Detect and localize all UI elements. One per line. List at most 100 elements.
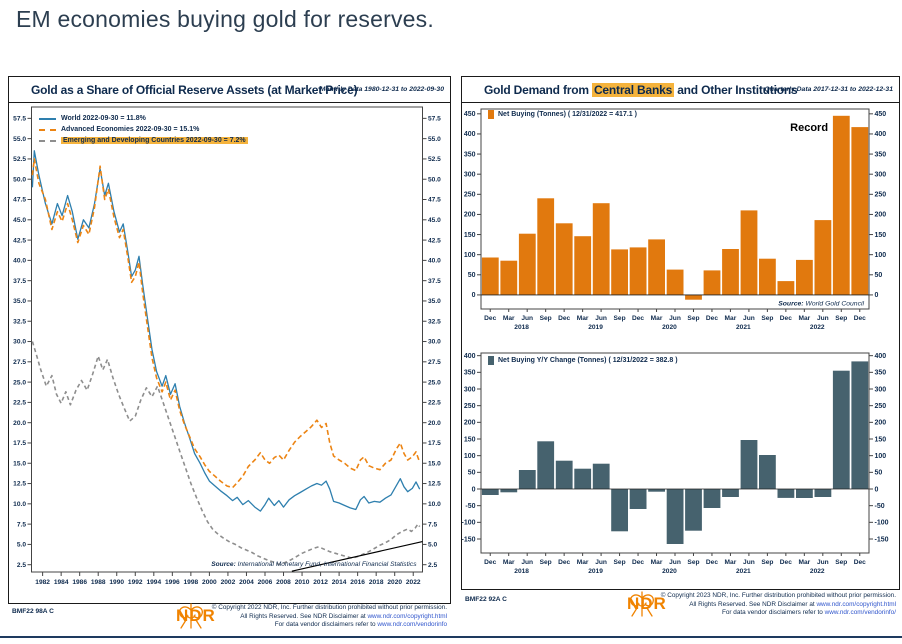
- net-buying-yy-legend: Net Buying Y/Y Change (Tonnes) ( 12/31/2…: [488, 356, 678, 365]
- gold-share-legend: World 2022-09-30 = 11.8% Advanced Econom…: [39, 113, 248, 146]
- gold-share-title: Gold as a Share of Official Reserve Asse…: [31, 83, 358, 97]
- svg-text:2022: 2022: [810, 568, 825, 575]
- svg-text:15.0: 15.0: [13, 460, 26, 467]
- svg-text:Dec: Dec: [484, 315, 496, 322]
- advanced-line-swatch: [39, 128, 56, 131]
- svg-text:Dec: Dec: [780, 559, 792, 566]
- left-chart-id: BMF22 98A C: [12, 608, 54, 615]
- net-buying-swatch: [488, 110, 494, 119]
- svg-text:Jun: Jun: [521, 315, 533, 322]
- svg-text:250: 250: [464, 403, 476, 410]
- svg-text:Jun: Jun: [743, 559, 755, 566]
- svg-text:Jun: Jun: [595, 315, 607, 322]
- svg-text:Mar: Mar: [503, 559, 515, 566]
- central-banks-highlight: Central Banks: [591, 83, 675, 97]
- svg-text:40.0: 40.0: [13, 258, 26, 265]
- svg-text:300: 300: [464, 386, 476, 393]
- svg-text:Sep: Sep: [761, 559, 773, 566]
- net-buying-bar-chart: 0 0 50 50 100 100 150 150 200 200 250 250 300 300 350 3…: [464, 108, 887, 331]
- svg-text:17.5: 17.5: [428, 440, 441, 447]
- svg-text:0: 0: [875, 486, 879, 493]
- svg-text:Jun: Jun: [595, 559, 607, 566]
- svg-text:300: 300: [875, 386, 887, 393]
- gold-share-line-chart: 2.5 2.5 5.0 5.0 7.5 7.5 10.0 10.0 12.5 12.5 15.0 15…: [13, 106, 441, 586]
- legend-item-advanced: Advanced Economies 2022-09-30 = 15.1%: [39, 124, 248, 135]
- svg-text:12.5: 12.5: [13, 481, 26, 488]
- svg-text:400: 400: [875, 353, 887, 360]
- net-buying-yy-swatch: [488, 356, 494, 365]
- svg-text:10.0: 10.0: [13, 501, 26, 508]
- svg-text:50: 50: [875, 470, 883, 477]
- svg-text:Jun: Jun: [669, 559, 681, 566]
- svg-text:Jun: Jun: [669, 315, 681, 322]
- gold-demand-panel: Gold Demand from Central Banks and Other…: [461, 76, 900, 590]
- svg-text:Sep: Sep: [835, 559, 847, 566]
- svg-text:250: 250: [875, 192, 887, 199]
- svg-text:7.5: 7.5: [428, 521, 437, 528]
- svg-text:200: 200: [464, 212, 476, 219]
- svg-text:5.0: 5.0: [428, 542, 437, 549]
- svg-text:1998: 1998: [184, 579, 199, 586]
- svg-text:1984: 1984: [54, 579, 69, 586]
- svg-text:100: 100: [875, 252, 887, 259]
- svg-text:1994: 1994: [146, 579, 161, 586]
- svg-text:2002: 2002: [221, 579, 236, 586]
- svg-text:55.0: 55.0: [428, 136, 441, 143]
- svg-text:Jun: Jun: [743, 315, 755, 322]
- svg-text:20.0: 20.0: [428, 420, 441, 427]
- svg-text:50.0: 50.0: [13, 176, 26, 183]
- world-line-swatch: [39, 117, 56, 120]
- svg-text:32.5: 32.5: [428, 318, 441, 325]
- svg-text:47.5: 47.5: [13, 197, 26, 204]
- gold-share-title-strip: Gold as a Share of Official Reserve Asse…: [9, 77, 450, 103]
- svg-text:45.0: 45.0: [428, 217, 441, 224]
- svg-text:Sep: Sep: [614, 559, 626, 566]
- svg-text:-50: -50: [875, 503, 885, 510]
- svg-text:55.0: 55.0: [13, 136, 26, 143]
- svg-text:47.5: 47.5: [428, 197, 441, 204]
- svg-text:2022: 2022: [810, 324, 825, 331]
- svg-text:1996: 1996: [165, 579, 180, 586]
- svg-text:Jun: Jun: [521, 559, 533, 566]
- svg-text:2019: 2019: [588, 324, 603, 331]
- bottom-divider: [0, 636, 902, 638]
- svg-text:Dec: Dec: [854, 559, 866, 566]
- svg-text:42.5: 42.5: [13, 237, 26, 244]
- left-copyright: © Copyright 2022 NDR, Inc. Further distr…: [211, 604, 447, 629]
- svg-text:200: 200: [875, 212, 887, 219]
- svg-text:2019: 2019: [588, 568, 603, 575]
- svg-text:Dec: Dec: [706, 315, 718, 322]
- svg-text:22.5: 22.5: [13, 400, 26, 407]
- svg-text:27.5: 27.5: [13, 359, 26, 366]
- svg-text:350: 350: [875, 370, 887, 377]
- svg-text:-50: -50: [465, 503, 475, 510]
- svg-text:17.5: 17.5: [13, 440, 26, 447]
- svg-text:1982: 1982: [35, 579, 50, 586]
- net-buying-yy-bar-chart: -150 -150 -100 -100 -50 -50 0 0 50 50 100 100 150 150…: [462, 352, 889, 575]
- svg-text:50: 50: [875, 272, 883, 279]
- svg-text:37.5: 37.5: [13, 278, 26, 285]
- svg-text:100: 100: [464, 252, 476, 259]
- svg-text:150: 150: [875, 232, 887, 239]
- svg-text:-150: -150: [462, 536, 476, 543]
- svg-text:32.5: 32.5: [13, 318, 26, 325]
- svg-text:200: 200: [875, 420, 887, 427]
- svg-text:50.0: 50.0: [428, 176, 441, 183]
- svg-text:Mar: Mar: [725, 559, 737, 566]
- gold-share-panel: Gold as a Share of Official Reserve Asse…: [8, 76, 451, 604]
- svg-text:37.5: 37.5: [428, 278, 441, 285]
- svg-text:30.0: 30.0: [428, 339, 441, 346]
- svg-text:350: 350: [464, 370, 476, 377]
- svg-text:25.0: 25.0: [428, 379, 441, 386]
- svg-text:57.5: 57.5: [428, 116, 441, 123]
- svg-text:2020: 2020: [662, 324, 677, 331]
- svg-text:45.0: 45.0: [13, 217, 26, 224]
- svg-text:20.0: 20.0: [13, 420, 26, 427]
- legend-label-world: World 2022-09-30 = 11.8%: [61, 115, 146, 122]
- svg-text:1990: 1990: [109, 579, 124, 586]
- svg-text:15.0: 15.0: [428, 460, 441, 467]
- svg-text:Mar: Mar: [798, 559, 810, 566]
- svg-text:2018: 2018: [369, 579, 384, 586]
- legend-item-world: World 2022-09-30 = 11.8%: [39, 113, 248, 124]
- svg-text:2020: 2020: [662, 568, 677, 575]
